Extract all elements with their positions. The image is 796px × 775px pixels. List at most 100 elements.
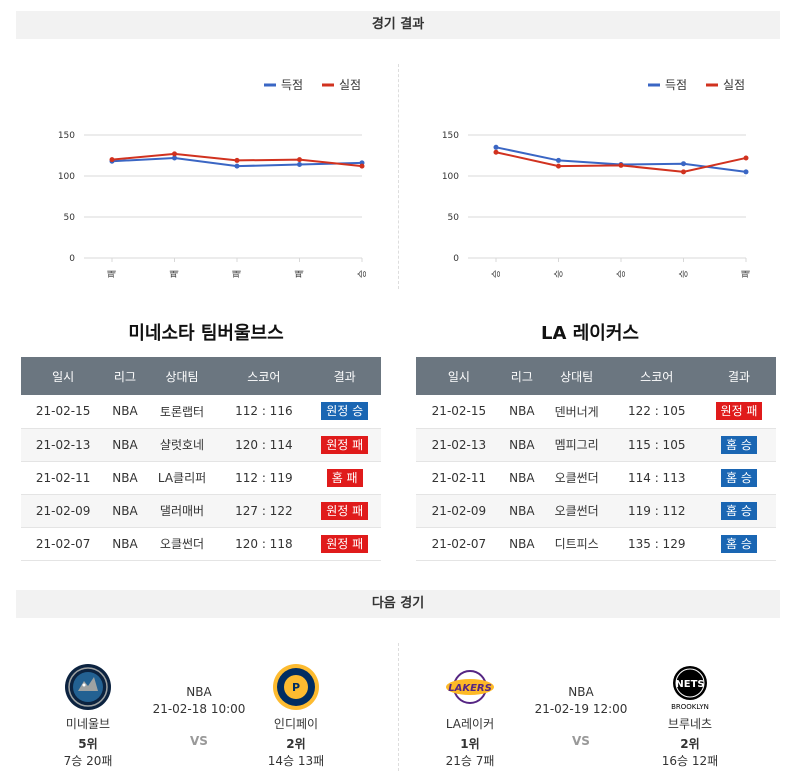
date-cell: 21-02-07: [416, 527, 502, 561]
result-cell: 홈 승: [702, 461, 776, 495]
result-badge: 원정 패: [321, 501, 369, 520]
result-cell: 홈 패: [308, 461, 381, 495]
y-tick-label: 0: [453, 254, 459, 264]
date-cell: 21-02-13: [21, 428, 106, 462]
table-row: 21-02-07 NBA 오클썬더 120 : 118 원정 패: [21, 527, 381, 561]
next-game-2-away-team[interactable]: NETS BROOKLYN 브루네츠 2위 16승 12패: [635, 663, 745, 769]
table-row: 21-02-07 NBA 디트피스 135 : 129 홈 승: [416, 527, 776, 561]
league-cell: NBA: [105, 494, 145, 528]
data-point: [359, 163, 365, 169]
next-game-1-info: NBA 21-02-18 10:00: [149, 685, 249, 716]
table-row: 21-02-11 NBA 오클썬더 114 : 113 홈 승: [416, 461, 776, 495]
opponent-cell: 샬럿호네: [144, 428, 220, 462]
table-header-row: 일시 리그 상대팀 스코어 결과: [416, 357, 776, 395]
date-cell: 21-02-11: [21, 461, 106, 495]
league-cell: NBA: [105, 395, 145, 429]
opponent-cell: 오클썬더: [541, 461, 612, 495]
data-point: [681, 161, 686, 167]
date-cell: 21-02-07: [21, 527, 106, 561]
opponent-cell: 덴버너게: [541, 395, 612, 429]
x-tick-label: 승: [679, 270, 690, 278]
next-game-1-away-rank: 2위: [286, 737, 306, 751]
y-tick-label: 50: [448, 213, 460, 223]
next-game-divider: [398, 643, 399, 771]
opponent-cell: 댈러매버: [144, 494, 220, 528]
table-row: 21-02-13 NBA 멤피그리 115 : 105 홈 승: [416, 428, 776, 462]
score-cell: 120 : 114: [219, 428, 309, 462]
data-point: [297, 157, 302, 163]
legend-label-conceded: 실점: [723, 78, 745, 92]
date-cell: 21-02-15: [416, 395, 502, 429]
league-cell: NBA: [105, 428, 145, 462]
next-game-section-title: 다음 경기: [16, 590, 780, 618]
col-league: 리그: [105, 357, 145, 395]
data-point: [109, 157, 115, 163]
col-score: 스코어: [611, 357, 703, 395]
data-point: [681, 169, 686, 175]
team2-chart: 득점 실점 0 50 100 150 승 승 승 승 패: [400, 60, 780, 290]
result-cell: 원정 패: [308, 428, 381, 462]
score-cell: 119 : 112: [611, 494, 703, 528]
league-cell: NBA: [501, 494, 542, 528]
data-point: [297, 162, 302, 168]
nets-logo-icon: NETS BROOKLYN: [666, 663, 714, 711]
score-cell: 112 : 116: [219, 395, 309, 429]
result-badge: 원정 승: [321, 402, 369, 421]
col-score: 스코어: [219, 357, 309, 395]
league-cell: NBA: [501, 428, 542, 462]
table-header-row: 일시 리그 상대팀 스코어 결과: [21, 357, 381, 395]
legend-label-conceded: 실점: [339, 78, 361, 92]
nets-logo-text: BROOKLYN: [671, 703, 709, 711]
table-row: 21-02-09 NBA 오클썬더 119 : 112 홈 승: [416, 494, 776, 528]
next-game-2-away-record: 16승 12패: [661, 754, 719, 768]
lakers-logo-icon: LAKERS: [446, 663, 494, 711]
data-point: [493, 149, 499, 155]
team1-results-table: 일시 리그 상대팀 스코어 결과 21-02-15 NBA 토론랩터 112 : 11…: [21, 357, 381, 561]
date-cell: 21-02-15: [21, 395, 106, 429]
date-cell: 21-02-13: [416, 428, 502, 462]
next-game-1-home-rank: 5위: [78, 737, 98, 751]
next-game-2-away-rank: 2위: [680, 737, 700, 751]
next-game-1-away-team[interactable]: P 인디페이 2위 14승 13패: [241, 663, 351, 769]
col-league: 리그: [501, 357, 542, 395]
col-result: 결과: [308, 357, 381, 395]
team2-results-table: 일시 리그 상대팀 스코어 결과 21-02-15 NBA 덴버너게 122 : 10…: [416, 357, 776, 561]
y-tick-label: 100: [58, 172, 75, 182]
league-cell: NBA: [105, 461, 145, 495]
league-cell: NBA: [501, 527, 542, 561]
x-tick-label: 승: [554, 270, 565, 278]
next-game-1-home-team[interactable]: 미네울브 5위 7승 20패: [33, 663, 143, 769]
col-date: 일시: [21, 357, 106, 395]
result-cell: 원정 패: [308, 527, 381, 561]
timberwolves-logo-icon: [64, 663, 112, 711]
next-game-1-datetime: 21-02-18 10:00: [152, 702, 246, 716]
col-opponent: 상대팀: [144, 357, 220, 395]
legend-label-scored: 득점: [281, 78, 303, 92]
score-cell: 115 : 105: [611, 428, 703, 462]
data-point: [234, 163, 240, 169]
svg-text:LAKERS: LAKERS: [448, 683, 492, 694]
opponent-cell: 디트피스: [541, 527, 612, 561]
team1-chart: 득점 실점 0 50 100 150 패 패 패 패 승: [16, 60, 396, 290]
score-cell: 112 : 119: [219, 461, 309, 495]
result-cell: 원정 패: [308, 494, 381, 528]
result-cell: 원정 패: [702, 395, 776, 429]
result-badge: 홈 승: [721, 435, 757, 454]
team1-title: 미네소타 팀버울브스: [128, 323, 284, 344]
score-cell: 127 : 122: [219, 494, 309, 528]
col-opponent: 상대팀: [541, 357, 612, 395]
y-tick-label: 100: [442, 172, 459, 182]
score-cell: 135 : 129: [611, 527, 703, 561]
table-row: 21-02-15 NBA 토론랩터 112 : 116 원정 승: [21, 395, 381, 429]
y-tick-label: 150: [58, 131, 75, 141]
date-cell: 21-02-09: [21, 494, 106, 528]
league-cell: NBA: [105, 527, 145, 561]
result-cell: 홈 승: [702, 428, 776, 462]
result-badge: 홈 승: [721, 501, 757, 520]
next-game-2-home-team[interactable]: LAKERS LA레이커 1위 21승 7패: [415, 663, 525, 769]
data-point: [493, 144, 499, 150]
next-game-2-away-name: 브루네츠: [667, 717, 713, 731]
opponent-cell: LA클리퍼: [144, 461, 220, 495]
data-point: [172, 151, 177, 157]
team2-title: LA 레이커스: [541, 323, 639, 344]
